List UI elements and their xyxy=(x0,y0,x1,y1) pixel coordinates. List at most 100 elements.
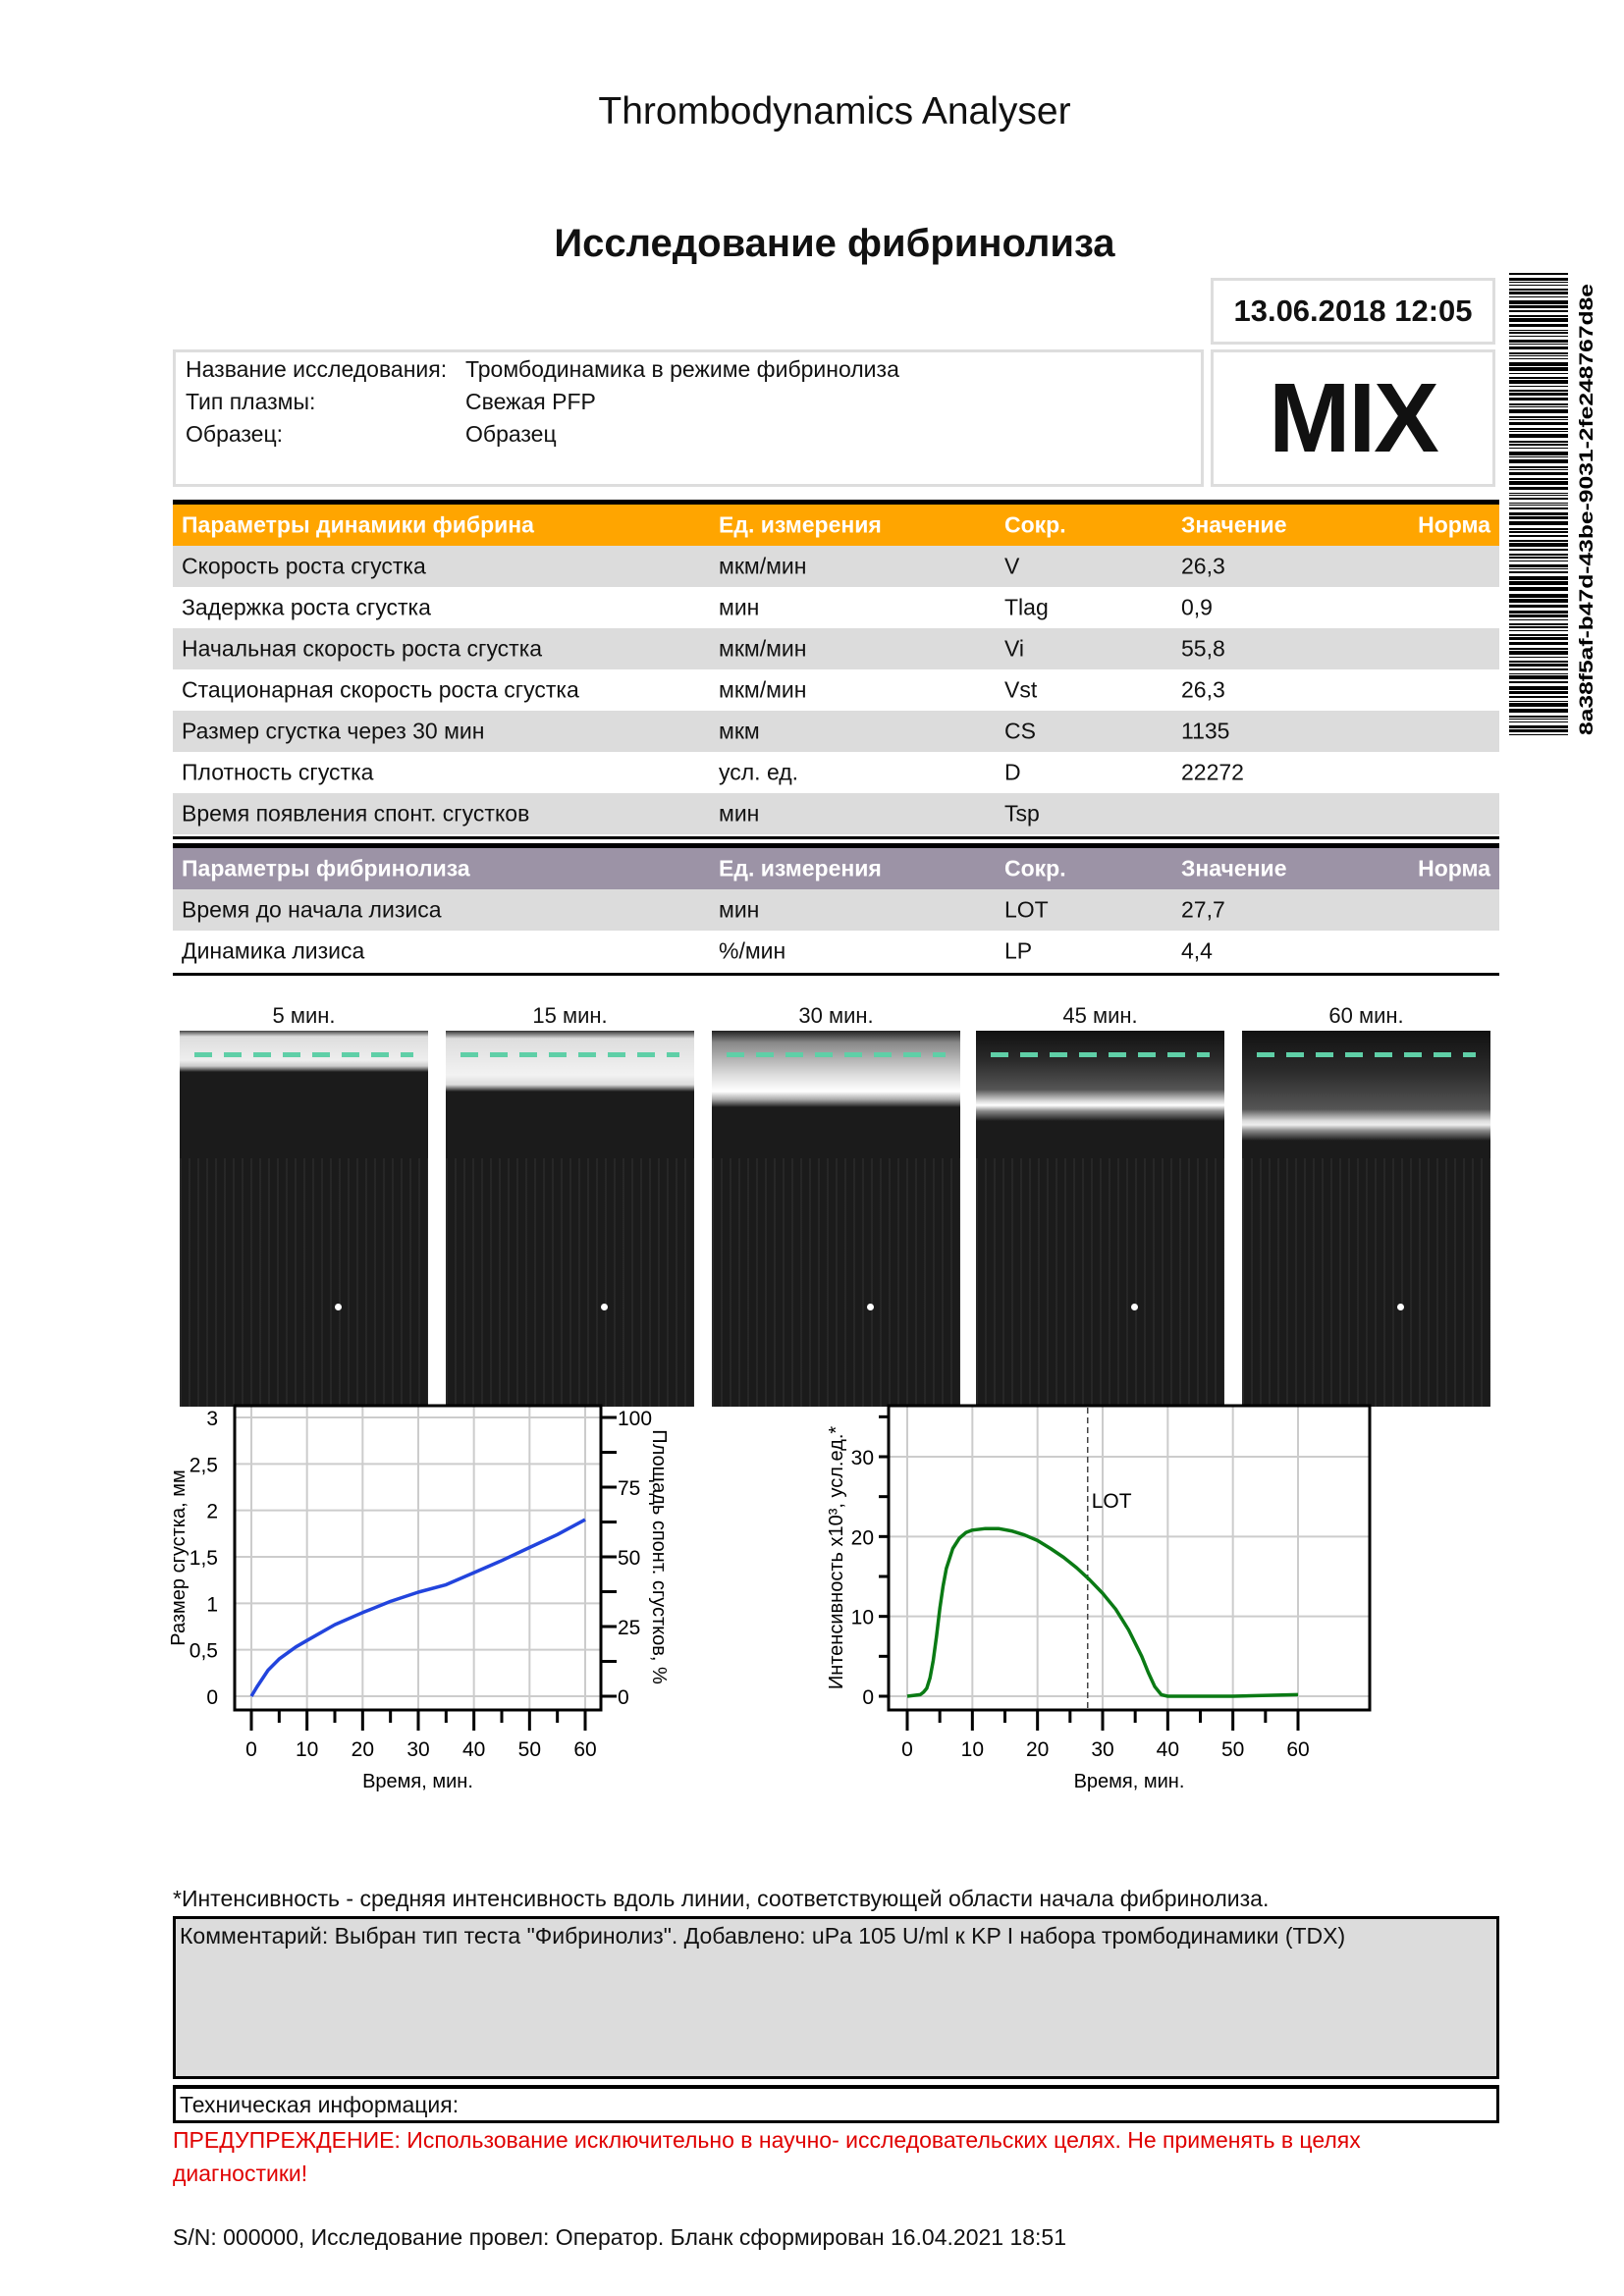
barcode-bar xyxy=(1509,466,1568,468)
x-tick-label: 40 xyxy=(1157,1738,1179,1761)
table-cell: LOT xyxy=(1004,896,1049,923)
clot-image xyxy=(180,1031,428,1407)
bright-spot xyxy=(1397,1304,1404,1310)
barcode-bar xyxy=(1509,448,1568,449)
study-info-box: Название исследования: Тромбодинамика в … xyxy=(173,349,1204,487)
table-cell: 26,3 xyxy=(1181,676,1225,703)
x-tick-label: 50 xyxy=(518,1738,541,1761)
barcode-bar xyxy=(1509,648,1568,650)
barcode-bar xyxy=(1509,734,1568,735)
barcode-bar xyxy=(1509,367,1568,371)
table-row: Время появления спонт. сгустков мин Tsp xyxy=(173,793,1499,834)
table-cell: Vst xyxy=(1004,676,1038,703)
barcode-bar xyxy=(1509,549,1568,551)
table-cell: усл. ед. xyxy=(719,759,799,785)
table-row: Скорость роста сгустка мкм/мин V 26,3 xyxy=(173,546,1499,587)
comment-box: Комментарий: Выбран тип теста "Фибриноли… xyxy=(173,1916,1499,2079)
barcode-bar xyxy=(1509,403,1568,405)
table-cell: 26,3 xyxy=(1181,553,1225,579)
barcode-bar xyxy=(1509,576,1568,580)
barcode-bar xyxy=(1509,626,1568,628)
series-line xyxy=(906,1526,1299,1698)
y-tick-label: 2,5 xyxy=(189,1454,218,1476)
column-header: Параметры фибринолиза xyxy=(182,855,470,881)
y2-tick-label: 25 xyxy=(618,1617,640,1639)
table-row: Размер сгустка через 30 мин мкм CS 1135 xyxy=(173,711,1499,752)
y-tick-label: 20 xyxy=(851,1526,874,1549)
barcode-bar xyxy=(1509,459,1568,463)
barcode-bar xyxy=(1509,686,1568,690)
marker-line xyxy=(1257,1052,1476,1057)
table-cell: Время до начала лизиса xyxy=(182,896,442,923)
barcode-bar xyxy=(1509,651,1568,655)
barcode-bar xyxy=(1509,469,1568,470)
barcode-bar xyxy=(1509,619,1568,620)
barcode-bar xyxy=(1509,289,1568,291)
barcode-bar xyxy=(1509,362,1568,366)
table-cell: Tsp xyxy=(1004,800,1040,827)
barcode-bar xyxy=(1509,543,1568,547)
tech-info-text: Техническая информация: xyxy=(180,2092,460,2117)
barcode-bar xyxy=(1509,634,1568,636)
info-row-study-name: Название исследования: xyxy=(186,356,447,383)
barcode-bar xyxy=(1509,703,1568,707)
marker-line xyxy=(991,1052,1210,1057)
barcode-bar xyxy=(1509,305,1568,308)
y2-tick-label: 75 xyxy=(618,1477,640,1500)
info-label: Тип плазмы: xyxy=(186,389,316,414)
barcode-bar xyxy=(1509,540,1568,542)
marker-line xyxy=(460,1052,679,1057)
x-tick-label: 0 xyxy=(901,1738,913,1761)
barcode-bar xyxy=(1509,409,1568,413)
y2-tick-label: 100 xyxy=(618,1408,652,1430)
info-label: Образец: xyxy=(186,421,284,447)
barcode-bar xyxy=(1509,503,1568,504)
barcode-bar xyxy=(1509,493,1568,494)
clot-image xyxy=(976,1031,1224,1407)
table-cell: 27,7 xyxy=(1181,896,1225,923)
barcode-bar xyxy=(1509,554,1568,556)
table-row: Плотность сгустка усл. ед. D 22272 xyxy=(173,752,1499,793)
barcode-bar xyxy=(1509,571,1568,573)
x-axis-title: Время, мин. xyxy=(1074,1771,1185,1792)
clot-image xyxy=(446,1031,694,1407)
y2-tick-label: 50 xyxy=(618,1547,640,1570)
barcode-bar xyxy=(1509,456,1568,457)
info-value: Образец xyxy=(465,421,557,447)
table-cell: мкм/мин xyxy=(719,553,807,579)
info-row-plasma-type: Тип плазмы: xyxy=(186,389,315,415)
column-header: Сокр. xyxy=(1004,511,1066,538)
x-tick-label: 60 xyxy=(1286,1738,1309,1761)
clot-band xyxy=(446,1031,694,1158)
date-box: 13.06.2018 12:05 xyxy=(1211,278,1495,345)
barcode-bar xyxy=(1509,664,1568,667)
x-tick-label: 0 xyxy=(245,1738,257,1761)
barcode-bar xyxy=(1509,605,1568,608)
clot-image xyxy=(712,1031,960,1407)
barcode-bar xyxy=(1509,292,1568,294)
table-cell: мкм/мин xyxy=(719,635,807,662)
y2-axis-title: Площадь спонт. сгустков, % xyxy=(648,1429,670,1684)
x-tick-label: 10 xyxy=(296,1738,318,1761)
barcode-text: 8a38f5af-b47d-43be-9031-2fe248767d8e xyxy=(1577,284,1597,735)
warning-text: ПРЕДУПРЕЖДЕНИЕ: Использование исключител… xyxy=(173,2127,1361,2186)
barcode-bar xyxy=(1509,721,1568,722)
mix-label: MIX xyxy=(1211,349,1495,487)
y2-tick-label: 0 xyxy=(618,1686,629,1709)
barcode-bar xyxy=(1509,393,1568,396)
column-header: Норма xyxy=(1418,855,1490,881)
barcode-bar xyxy=(1509,406,1568,407)
y-tick-label: 10 xyxy=(851,1607,874,1629)
clot-image xyxy=(1242,1031,1490,1407)
barcode-bar xyxy=(1509,507,1568,509)
table-row: Стационарная скорость роста сгустка мкм/м… xyxy=(173,669,1499,711)
table-cell: 55,8 xyxy=(1181,635,1225,662)
barcode-bar xyxy=(1509,419,1568,420)
lysis-table-header: Параметры фибринолиза Ед. измерения Сокр. З… xyxy=(173,843,1499,894)
barcode-bar xyxy=(1509,434,1568,438)
table-cell: Размер сгустка через 30 мин xyxy=(182,718,485,744)
barcode-bar xyxy=(1509,701,1568,702)
image-time-label: 30 мин. xyxy=(798,1003,874,1028)
barcode-bar xyxy=(1509,535,1568,537)
plot-frame xyxy=(887,1404,1372,1712)
